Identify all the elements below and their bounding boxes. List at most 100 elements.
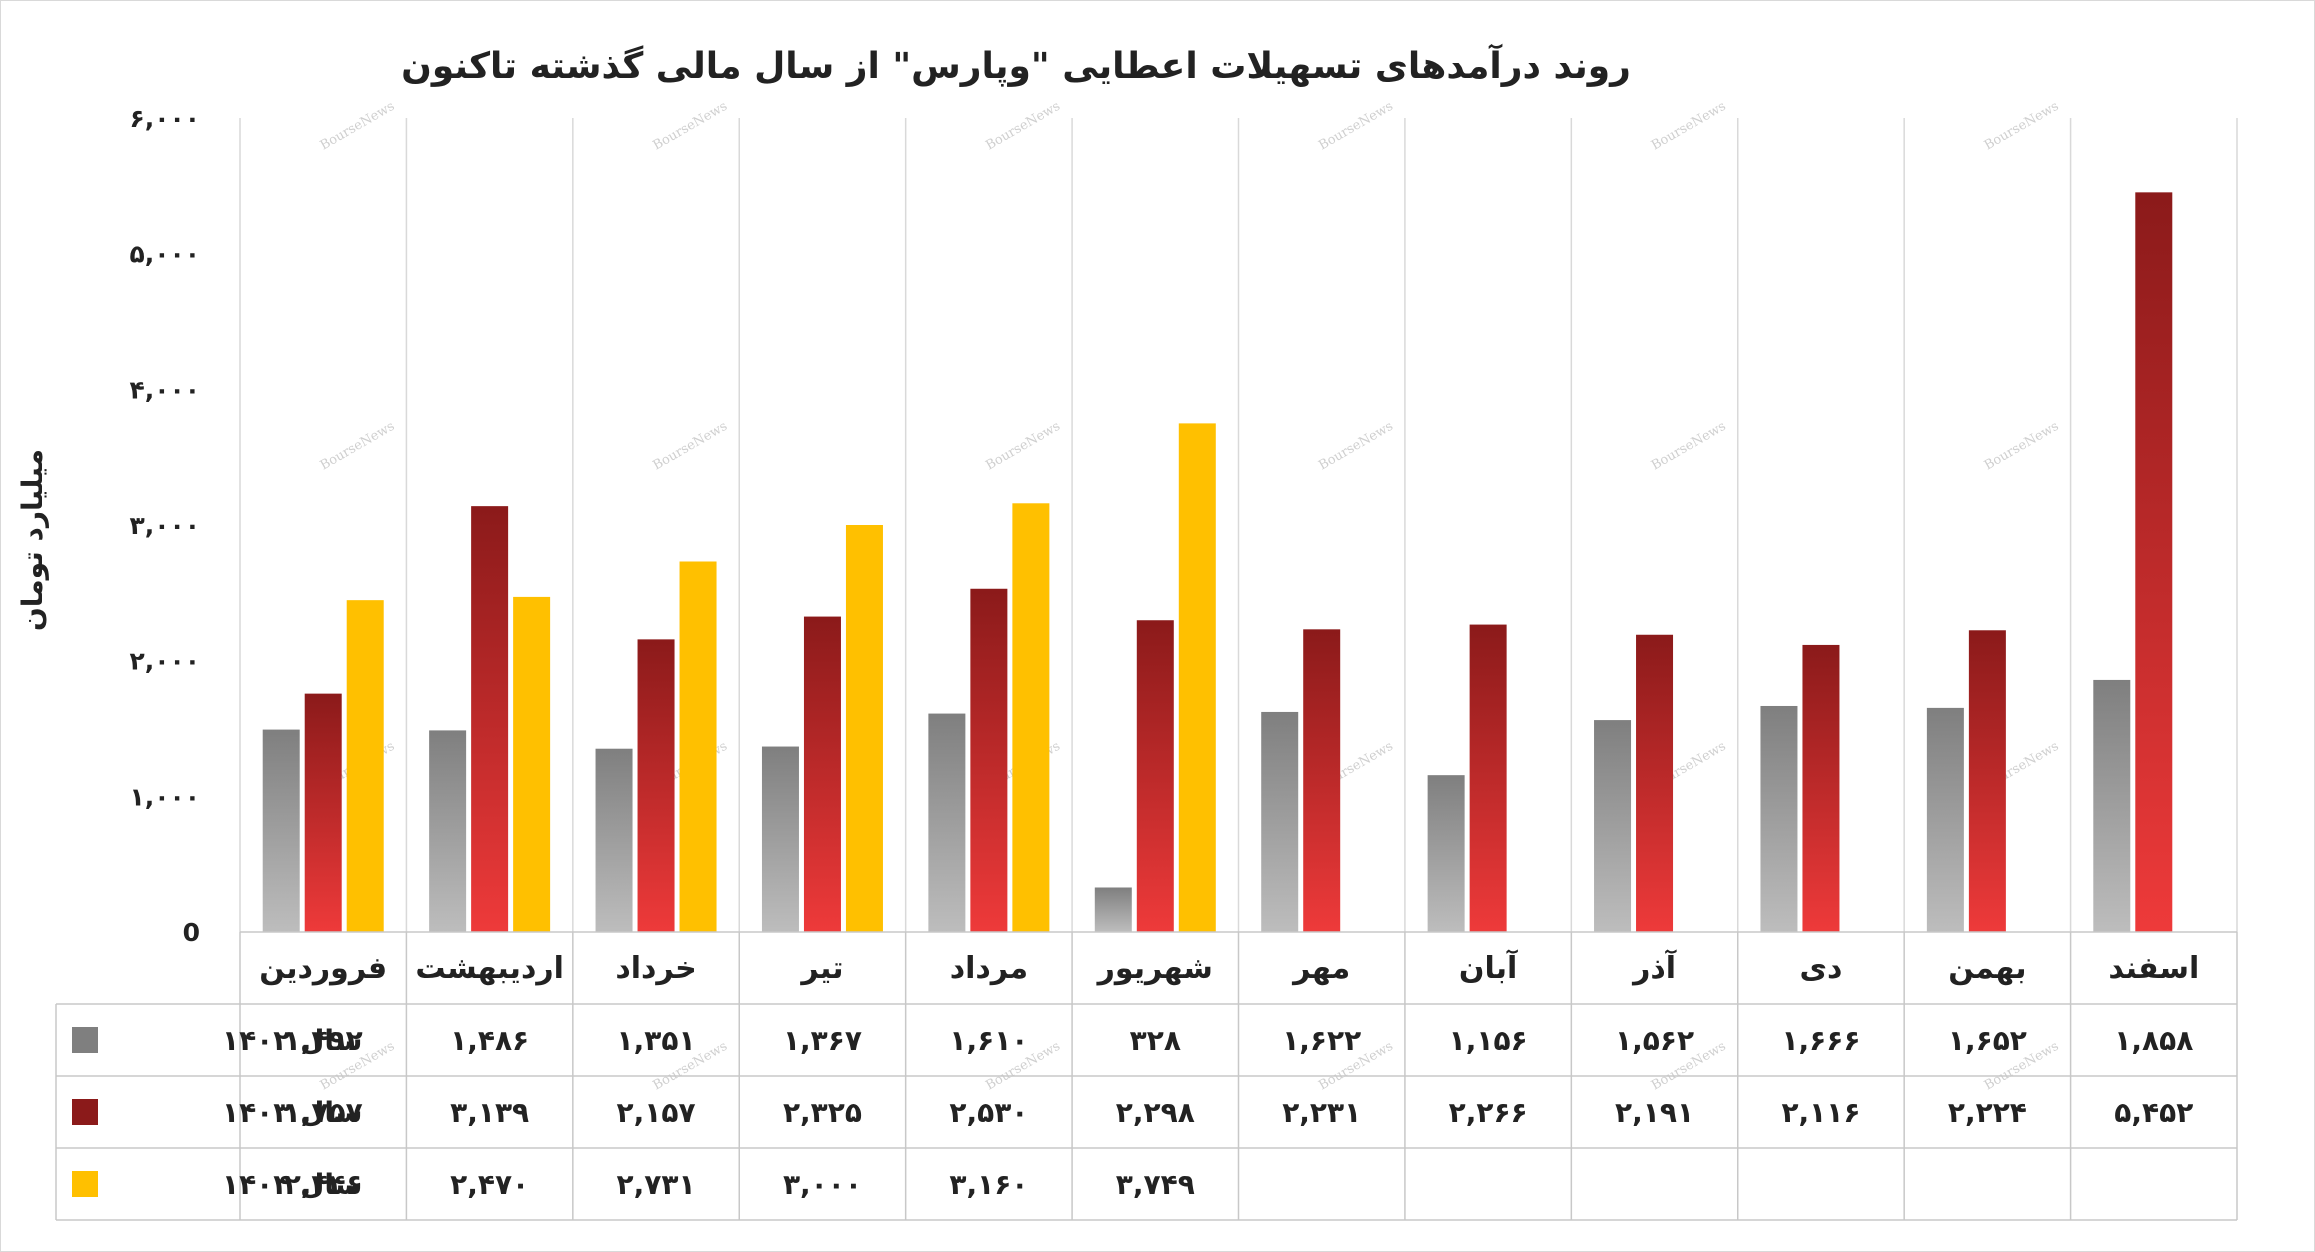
watermark: BourseNews bbox=[983, 419, 1063, 474]
watermark: BourseNews bbox=[1316, 419, 1396, 474]
table-value: ۱,۵۶۲ bbox=[1615, 1024, 1694, 1057]
bar-1-9 bbox=[1594, 720, 1632, 932]
table-value: ۲,۲۶۶ bbox=[1449, 1096, 1528, 1129]
gridlines bbox=[239, 118, 2238, 932]
legend-label: سال ۱۴۰۳ bbox=[222, 1096, 362, 1129]
watermark: BourseNews bbox=[1649, 419, 1729, 474]
legend-swatch bbox=[72, 1099, 98, 1125]
y-tick-label: 0 bbox=[183, 918, 200, 947]
category-label: تیر bbox=[799, 951, 843, 986]
table-value: ۱,۳۵۱ bbox=[617, 1024, 696, 1057]
bar-1-2 bbox=[429, 730, 467, 932]
table-value: ۳۲۸ bbox=[1130, 1024, 1181, 1057]
y-tick-label: ۳,۰۰۰ bbox=[129, 511, 200, 540]
table-value: ۱,۶۵۲ bbox=[1948, 1024, 2027, 1057]
watermark: BourseNews bbox=[1982, 419, 2062, 474]
bar-1-11 bbox=[1926, 707, 1964, 932]
table-value: ۲,۳۲۵ bbox=[783, 1096, 862, 1129]
chart-title: روند درآمدهای تسهیلات اعطایی "وپارس" از … bbox=[401, 43, 1631, 87]
watermark: BourseNews bbox=[318, 419, 398, 474]
category-label: بهمن bbox=[1948, 951, 2026, 986]
bar-2-11 bbox=[1968, 630, 2006, 932]
bar-1-6 bbox=[1094, 887, 1132, 932]
table-value: ۱,۴۸۶ bbox=[450, 1024, 529, 1057]
table-value: ۱,۶۱۰ bbox=[949, 1024, 1028, 1057]
y-tick-label: ۶,۰۰۰ bbox=[129, 104, 200, 133]
y-tick-label: ۴,۰۰۰ bbox=[129, 375, 200, 404]
bars-layer bbox=[262, 192, 2173, 932]
table-value: ۳,۷۴۹ bbox=[1116, 1168, 1195, 1201]
bar-3-6 bbox=[1178, 423, 1216, 932]
bar-2-7 bbox=[1303, 629, 1341, 932]
category-label: دی bbox=[1800, 951, 1843, 986]
y-tick-label: ۵,۰۰۰ bbox=[129, 240, 200, 269]
bar-1-8 bbox=[1427, 775, 1465, 932]
bar-2-12 bbox=[2135, 192, 2173, 932]
bar-2-5 bbox=[970, 588, 1008, 932]
category-label: خرداد bbox=[615, 951, 696, 986]
category-label: شهریور bbox=[1096, 951, 1213, 986]
table-value: ۲,۱۱۶ bbox=[1781, 1096, 1860, 1129]
table-value: ۱,۴۹۲ bbox=[284, 1024, 363, 1057]
table-value: ۲,۴۴۶ bbox=[284, 1168, 363, 1201]
table-value: ۲,۲۲۴ bbox=[1948, 1096, 2027, 1129]
table-value: ۲,۵۳۰ bbox=[949, 1096, 1028, 1129]
bar-3-5 bbox=[1012, 503, 1050, 932]
watermark: BourseNews bbox=[318, 99, 398, 154]
bar-2-3 bbox=[637, 639, 675, 932]
bar-2-9 bbox=[1636, 634, 1674, 932]
table-value: ۲,۲۹۸ bbox=[1116, 1096, 1195, 1129]
legend-label: سال ۱۴۰۲ bbox=[222, 1024, 362, 1057]
bar-2-8 bbox=[1469, 624, 1507, 932]
table-value: ۱,۱۵۶ bbox=[1449, 1024, 1528, 1057]
bar-1-12 bbox=[2093, 679, 2131, 932]
watermark: BourseNews bbox=[1649, 99, 1729, 154]
bar-1-10 bbox=[1760, 705, 1798, 932]
legend-swatch bbox=[72, 1027, 98, 1053]
bar-1-5 bbox=[928, 713, 966, 932]
category-label: اردیبهشت bbox=[415, 951, 564, 986]
table-value: ۳,۱۶۰ bbox=[949, 1168, 1028, 1201]
table-value: ۵,۴۵۲ bbox=[2114, 1096, 2193, 1129]
category-label: اسفند bbox=[2108, 951, 2199, 986]
table-value: ۲,۷۳۱ bbox=[617, 1168, 696, 1201]
category-label: آبان bbox=[1459, 949, 1518, 986]
data-table: فروردین اردیبهشت خرداد تیر مرداد شهریور مهر آبا… bbox=[55, 931, 2238, 1221]
watermark: BourseNews bbox=[983, 99, 1063, 154]
table-value: ۲,۱۵۷ bbox=[617, 1096, 696, 1129]
legend-swatch bbox=[72, 1171, 98, 1197]
table-value: ۲,۴۷۰ bbox=[450, 1168, 529, 1201]
watermark: BourseNews bbox=[651, 419, 731, 474]
table-value: ۳,۱۳۹ bbox=[450, 1096, 529, 1129]
table-value: ۱,۷۵۷ bbox=[284, 1096, 363, 1129]
table-value: ۱,۶۲۲ bbox=[1282, 1024, 1361, 1057]
table-value: ۲,۱۹۱ bbox=[1615, 1096, 1694, 1129]
category-label: مرداد bbox=[950, 951, 1028, 986]
y-axis: 0 ۱,۰۰۰ ۲,۰۰۰ ۳,۰۰۰ ۴,۰۰۰ ۵,۰۰۰ ۶,۰۰۰ bbox=[129, 104, 200, 947]
y-axis-label: میلیارد تومان bbox=[16, 449, 49, 631]
bar-2-10 bbox=[1802, 644, 1840, 932]
bar-3-2 bbox=[513, 596, 551, 932]
bar-1-3 bbox=[595, 748, 633, 932]
bar-2-1 bbox=[304, 693, 342, 932]
table-value: ۱,۸۵۸ bbox=[2114, 1024, 2193, 1057]
bar-1-7 bbox=[1261, 711, 1299, 932]
table-value: ۲,۲۳۱ bbox=[1282, 1096, 1361, 1129]
bar-2-2 bbox=[471, 506, 509, 932]
y-tick-label: ۲,۰۰۰ bbox=[129, 647, 200, 676]
table-value: ۱,۶۶۶ bbox=[1781, 1024, 1860, 1057]
table-value: ۳,۰۰۰ bbox=[783, 1168, 862, 1201]
legend-label: سال ۱۴۰۴ bbox=[222, 1168, 362, 1201]
bar-3-1 bbox=[346, 600, 384, 932]
watermark: BourseNews bbox=[651, 99, 731, 154]
category-label: آذر bbox=[1631, 949, 1677, 986]
bar-2-4 bbox=[803, 616, 841, 932]
watermark: BourseNews bbox=[1316, 99, 1396, 154]
category-label: مهر bbox=[1291, 951, 1350, 986]
category-label: فروردین bbox=[259, 951, 387, 986]
bar-1-1 bbox=[262, 729, 300, 932]
y-tick-label: ۱,۰۰۰ bbox=[129, 782, 200, 811]
bar-3-4 bbox=[845, 525, 883, 932]
bar-3-3 bbox=[679, 561, 717, 932]
